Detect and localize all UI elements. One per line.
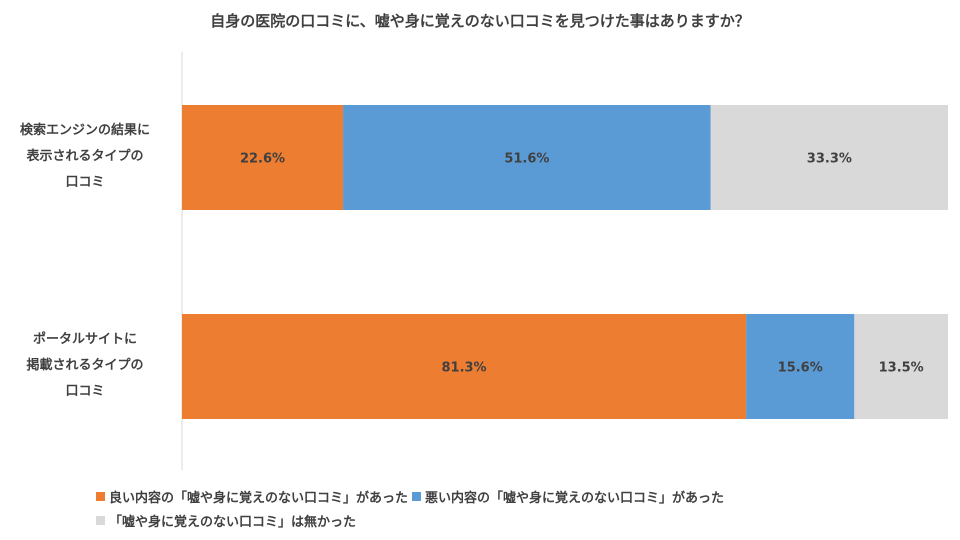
bar-segment-2-2 xyxy=(746,314,855,419)
category-label-line: ポータルサイトに xyxy=(32,332,137,347)
legend: 良い内容の「嘘や身に覚えのない口コミ」があった 悪い内容の「嘘や身に覚えのない口… xyxy=(96,484,728,532)
data-label-2-1: 81.3% xyxy=(441,361,486,376)
legend-item-good: 良い内容の「嘘や身に覚えのない口コミ」があった xyxy=(96,487,408,506)
legend-swatch-none xyxy=(96,515,105,525)
legend-label-good: 良い内容の「嘘や身に覚えのない口コミ」があった xyxy=(109,490,409,506)
category-label-1: 検索エンジンの結果に 表示されるタイプの 口コミ xyxy=(0,118,170,196)
plot-area: 22.6% 51.6% 33.3% 81.3% 15.6% 13.5% xyxy=(181,52,948,470)
chart-title: 自身の医院の口コミに、嘘や身に覚えのない口コミを見つけた事はありますか？ xyxy=(210,12,750,30)
category-label-line: 検索エンジンの結果に xyxy=(19,123,150,138)
bar-segment-1-3 xyxy=(710,105,948,210)
bar-segment-2-3 xyxy=(854,314,948,419)
category-label-line: 掲載されるタイプの xyxy=(26,358,144,373)
bar-segment-1-2 xyxy=(343,105,711,210)
data-label-1-2: 51.6% xyxy=(504,152,549,167)
category-label-line: 口コミ xyxy=(65,175,105,190)
data-label-2-3: 13.5% xyxy=(879,361,924,376)
legend-label-bad: 悪い内容の「嘘や身に覚えのない口コミ」があった xyxy=(425,490,725,506)
legend-row-2: 「嘘や身に覚えのない口コミ」は無かった xyxy=(96,508,728,532)
bar-segment-1-1 xyxy=(182,105,344,210)
legend-item-none: 「嘘や身に覚えのない口コミ」は無かった xyxy=(96,511,356,530)
category-label-line: 表示されるタイプの xyxy=(26,149,144,164)
bar-segment-2-1 xyxy=(182,314,747,419)
legend-row-1: 良い内容の「嘘や身に覚えのない口コミ」があった 悪い内容の「嘘や身に覚えのない口… xyxy=(96,484,728,508)
legend-item-bad: 悪い内容の「嘘や身に覚えのない口コミ」があった xyxy=(412,487,724,506)
data-label-1-1: 22.6% xyxy=(240,152,285,167)
legend-label-none: 「嘘や身に覚えのない口コミ」は無かった xyxy=(109,514,357,530)
category-label-2: ポータルサイトに 掲載されるタイプの 口コミ xyxy=(0,327,170,405)
data-label-2-2: 15.6% xyxy=(778,361,823,376)
legend-swatch-bad xyxy=(412,491,422,501)
data-label-1-3: 33.3% xyxy=(807,152,852,167)
legend-swatch-good xyxy=(96,491,105,501)
category-label-line: 口コミ xyxy=(65,384,105,399)
